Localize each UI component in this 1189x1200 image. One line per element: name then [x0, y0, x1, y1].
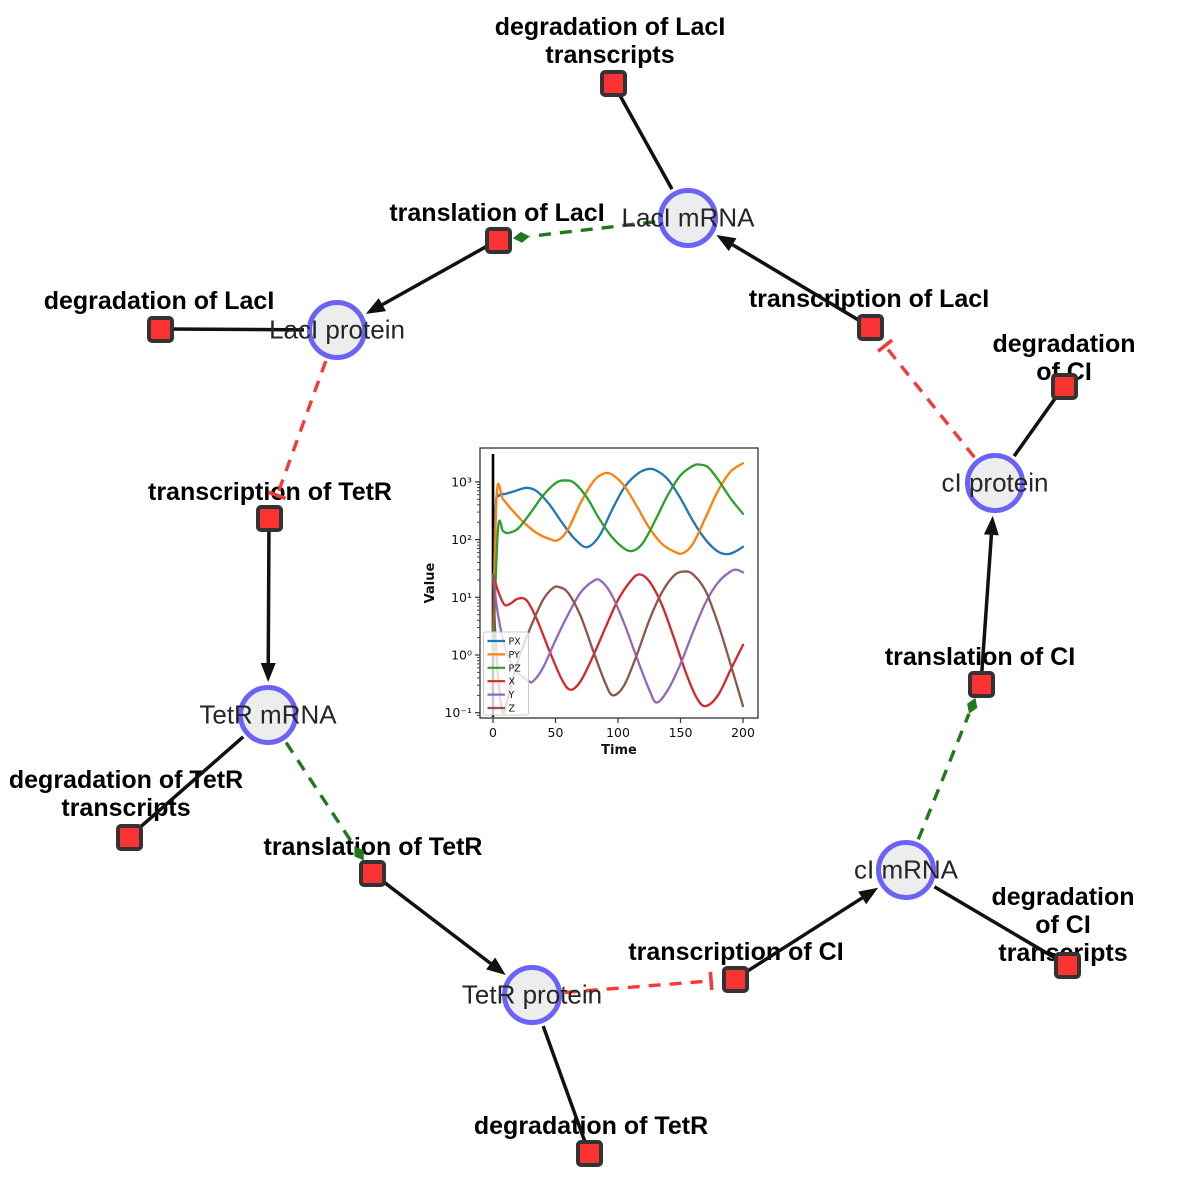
- reaction-node-deg-laci-transcripts: [599, 69, 627, 97]
- reaction-node-translation-tetr: [358, 859, 386, 887]
- species-node-laci-mrna: [658, 188, 718, 248]
- legend-label-Y: Y: [508, 690, 515, 701]
- inhibition-tee-icon: [876, 338, 894, 353]
- arrowhead-icon: [365, 298, 387, 314]
- reaction-node-transcription-tetr: [255, 504, 283, 532]
- species-node-laci-protein: [307, 300, 367, 360]
- chart-series-PY: [491, 462, 745, 657]
- chart-ylabel: Value: [423, 562, 438, 603]
- chart-series-PX: [491, 467, 745, 657]
- reaction-label-translation-laci: translation of LacI: [389, 199, 605, 227]
- legend-label-X: X: [509, 677, 516, 688]
- arrowhead-icon: [858, 887, 879, 905]
- reaction-node-deg-ci-transcripts: [1053, 951, 1081, 979]
- edge-ci-mrna--translation-ci: [916, 697, 978, 841]
- chart-series-PZ: [491, 463, 745, 657]
- arrowhead-icon: [260, 662, 276, 683]
- legend-label-Z: Z: [509, 704, 516, 715]
- legend-label-PY: PY: [509, 650, 521, 661]
- reaction-node-deg-laci: [146, 315, 174, 343]
- inhibition-tee-icon: [708, 971, 714, 990]
- edge-transcription-tetr--tetr-mrna: [260, 522, 276, 683]
- arrowhead-icon: [486, 957, 506, 975]
- reaction-label-deg-ci-transcripts: degradation of CI transcripts: [991, 883, 1135, 967]
- chart-x-tick-label: 200: [731, 725, 755, 740]
- species-label-tetr-protein: TetR protein: [461, 979, 603, 1010]
- species-label-laci-mrna: LacI mRNA: [621, 202, 755, 233]
- reaction-label-deg-ci: degradation of CI: [992, 330, 1136, 386]
- edge-tetr-mrna--deg-tetr-transcripts: [131, 735, 245, 836]
- reaction-node-transcription-ci: [721, 965, 749, 993]
- edge-translation-tetr--tetr-protein: [374, 874, 506, 975]
- species-node-tetr-mrna: [238, 685, 298, 745]
- reaction-label-translation-ci: translation of CI: [884, 643, 1076, 671]
- chart-x-tick-label: 150: [669, 725, 693, 740]
- species-node-ci-protein: [965, 453, 1025, 513]
- reaction-label-translation-tetr: translation of TetR: [263, 833, 483, 861]
- reaction-label-transcription-ci: transcription of CI: [628, 938, 844, 966]
- chart-frame: [479, 447, 759, 719]
- edge-tetr-protein--transcription-ci: [564, 971, 714, 995]
- reaction-label-deg-tetr-transcripts: degradation of TetR transcripts: [8, 766, 244, 822]
- chart-xlabel: Time: [601, 743, 637, 758]
- reaction-node-deg-tetr-transcripts: [115, 823, 143, 851]
- reaction-label-deg-laci-transcripts: degradation of LacI transcripts: [494, 13, 726, 69]
- reaction-label-transcription-laci: transcription of LacI: [748, 285, 990, 313]
- edge-tetr-mrna--translation-tetr: [284, 741, 364, 861]
- chart-x-tick-label: 100: [606, 725, 630, 740]
- edge-tetr-protein--deg-tetr: [541, 1025, 589, 1149]
- chart-y-tick-label: 10⁻¹: [444, 705, 472, 720]
- legend-label-PZ: PZ: [509, 663, 522, 674]
- modifier-diamond-icon: [354, 846, 364, 861]
- edge-transcription-ci--ci-mrna: [738, 887, 879, 978]
- chart-y-tick-label: 10³: [451, 474, 472, 489]
- legend-label-PX: PX: [509, 637, 522, 648]
- modifier-diamond-icon: [967, 697, 978, 714]
- chart-x-tick-label: 0: [489, 725, 497, 740]
- edge-ci-protein--deg-ci: [1012, 389, 1063, 458]
- reaction-node-translation-laci: [484, 226, 512, 254]
- chart-legend: PX PY PZ XYZ: [483, 631, 529, 716]
- reaction-node-deg-ci: [1050, 372, 1078, 400]
- edge-laci-mrna--translation-laci: [512, 220, 656, 243]
- arrowhead-icon: [716, 234, 737, 252]
- species-node-ci-mrna: [876, 840, 936, 900]
- edge-ci-mrna--deg-ci-transcripts: [933, 885, 1064, 964]
- species-node-tetr-protein: [502, 965, 562, 1025]
- modifier-diamond-icon: [512, 231, 530, 243]
- edge-transcription-laci--laci-mrna: [716, 234, 867, 326]
- species-label-tetr-mrna: TetR mRNA: [199, 699, 337, 730]
- reaction-label-deg-laci: degradation of LacI: [43, 287, 275, 315]
- reaction-label-transcription-tetr: transcription of TetR: [148, 478, 392, 506]
- reaction-node-deg-tetr: [575, 1139, 603, 1167]
- reaction-node-translation-ci: [967, 670, 995, 698]
- arrowhead-icon: [983, 515, 999, 536]
- chart-series-X: [491, 573, 745, 708]
- edge-translation-laci--laci-protein: [365, 240, 495, 314]
- inhibition-tee-icon: [268, 490, 287, 501]
- chart-x-tick-label: 50: [548, 725, 564, 740]
- timecourse-inset-chart: 0 50 100 150 20010⁻¹10⁰10¹10²10³TimeValuePXP…: [423, 447, 759, 758]
- chart-y-tick-label: 10⁰: [451, 648, 472, 663]
- chart-y-tick-label: 10²: [451, 532, 472, 547]
- edge-laci-protein--deg-laci: [164, 327, 305, 332]
- species-label-laci-protein: LacI protein: [269, 314, 405, 345]
- chart-y-tick-label: 10¹: [451, 590, 472, 605]
- edge-laci-mrna--deg-laci-transcripts: [613, 86, 674, 191]
- edge-translation-ci--ci-protein: [979, 515, 999, 680]
- species-label-ci-protein: cI protein: [941, 467, 1049, 498]
- edge-laci-protein--transcription-tetr: [268, 360, 328, 501]
- edge-ci-protein--transcription-laci: [876, 338, 976, 459]
- reaction-label-deg-tetr: degradation of TetR: [473, 1112, 709, 1140]
- reaction-node-transcription-laci: [856, 313, 884, 341]
- species-label-ci-mrna: cI mRNA: [854, 854, 958, 885]
